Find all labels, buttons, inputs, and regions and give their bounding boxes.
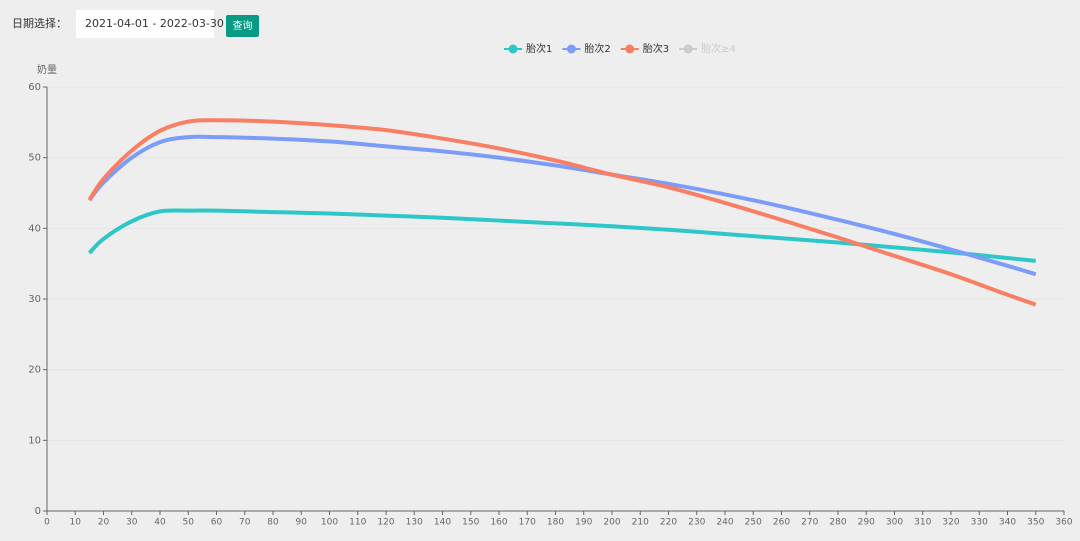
x-tick-label: 350 [1027,518,1044,528]
x-tick-label: 290 [858,518,875,528]
series-line [87,134,1037,277]
x-tick-label: 10 [70,518,82,528]
series-line [87,118,1037,307]
x-tick-label: 340 [999,518,1016,528]
x-tick-label: 250 [745,518,762,528]
legend-label[interactable]: 胎次3 [643,42,669,55]
x-tick-label: 230 [688,518,705,528]
x-tick-label: 20 [98,518,110,528]
x-tick-label: 220 [660,518,677,528]
x-tick-label: 30 [126,518,138,528]
x-tick-label: 100 [321,518,338,528]
x-tick-label: 140 [434,518,451,528]
x-tick-label: 120 [377,518,394,528]
x-tick-label: 0 [44,518,50,528]
x-tick-label: 310 [914,518,931,528]
series-line [87,208,1036,263]
x-tick-label: 280 [829,518,846,528]
x-tick-label: 200 [603,518,620,528]
x-tick-label: 160 [490,518,507,528]
date-value[interactable]: 2021-04-01 - 2022-03-30 [85,17,224,30]
query-button-label[interactable]: 查询 [233,19,253,32]
x-tick-label: 150 [462,518,479,528]
y-tick-label: 40 [28,223,41,234]
y-tick-label: 10 [28,435,41,446]
x-tick-label: 240 [716,518,733,528]
legend-label[interactable]: 胎次1 [526,42,552,55]
x-tick-label: 40 [154,518,166,528]
x-tick-label: 330 [971,518,988,528]
legend-label[interactable]: 胎次2 [584,42,610,55]
x-tick-label: 70 [239,518,251,528]
x-tick-label: 210 [632,518,649,528]
date-input[interactable] [76,10,214,38]
x-tick-label: 50 [183,518,195,528]
legend-dot [683,44,693,54]
x-tick-label: 60 [211,518,223,528]
x-tick-label: 320 [942,518,959,528]
x-tick-label: 260 [773,518,790,528]
query-button[interactable] [226,15,259,37]
legend-dot [508,44,518,54]
x-tick-label: 90 [296,518,308,528]
x-tick-label: 130 [406,518,423,528]
x-tick-label: 170 [519,518,536,528]
y-tick-label: 20 [28,365,41,376]
y-axis-label: 奶量 [37,64,57,76]
x-tick-label: 80 [267,518,279,528]
legend-dot [625,44,635,54]
x-tick-label: 190 [575,518,592,528]
x-tick-label: 180 [547,518,564,528]
y-tick-label: 50 [28,153,41,164]
legend-label[interactable]: 胎次≥4 [701,42,736,55]
y-tick-label: 30 [28,294,41,305]
legend-dot [566,44,576,54]
x-tick-label: 300 [886,518,903,528]
x-tick-label: 360 [1055,518,1072,528]
x-tick-label: 270 [801,518,818,528]
y-tick-label: 0 [35,506,41,517]
x-tick-label: 110 [349,518,366,528]
y-tick-label: 60 [28,82,41,93]
filter-label: 日期选择： [12,16,67,30]
